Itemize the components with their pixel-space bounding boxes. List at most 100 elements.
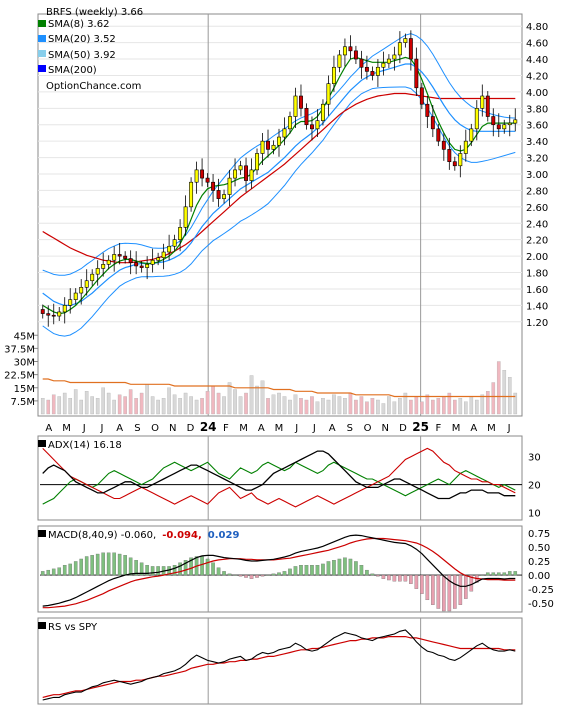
x-tick-label: M [487,423,496,434]
macd-histogram-bar [51,568,56,576]
macd-histogram-bar [491,572,496,576]
price-tick-label: 2.40 [526,219,548,230]
candle-body [249,169,254,181]
volume-bar [431,399,435,415]
volume-bar [156,399,160,415]
volume-bar [62,392,67,415]
volume-bar [282,396,287,415]
candle-body [68,299,73,306]
candle-body [62,305,67,313]
macd-tick-label: 0.50 [528,543,550,554]
candle-body [441,140,446,150]
macd-histogram-bar [106,552,111,576]
legend-sma8: SMA(8) 3.62 [48,19,109,30]
candle-body [79,287,84,294]
macd-histogram-bar [233,574,237,576]
macd-histogram-bar [255,574,259,578]
macd-histogram-bar [365,569,369,576]
volume-bar [178,398,182,415]
x-tick-label: A [470,423,477,434]
volume-average-line [42,378,516,398]
candle-body [310,124,314,130]
price-tick-label: 1.60 [526,285,548,296]
candle-body [469,128,474,142]
volume-bar [260,380,265,415]
macd-line [42,534,516,607]
volume-bar [167,387,171,415]
adx-tick-label: 10 [528,508,541,519]
legend-swatch-sma50 [38,50,46,57]
candle-body [315,120,320,130]
candle-body [266,140,270,150]
x-tick-label: F [223,423,229,434]
x-tick-label: J [507,423,511,434]
candle-body [425,103,430,117]
volume-layer [40,361,518,415]
macd-histogram-bar [46,569,51,576]
price-tick-label: 2.00 [526,252,548,263]
volume-bar [332,394,336,415]
macd-histogram-bar [381,574,386,579]
macd-histogram-bar [123,555,127,576]
volume-bar [425,394,430,415]
volume-bar [420,401,424,415]
macd-histogram-bar [496,572,501,576]
macd-signal-line [42,537,516,609]
volume-bar [299,398,303,415]
volume-bar [480,394,485,415]
volume-bar [266,398,270,415]
macd-histogram-bar [447,574,452,612]
volume-bar [464,401,468,415]
candle-body [474,108,479,130]
macd-histogram-bar [321,563,325,576]
candle-body [167,245,172,253]
volume-bar [271,394,276,415]
candle-body [496,124,501,130]
volume-bar [95,398,100,415]
volume-bar [337,396,342,415]
adx-line [42,450,516,500]
macd-histogram-bar [370,573,375,576]
macd-histogram-bar [271,573,276,576]
price-layer [40,30,518,337]
price-tick-label: 1.20 [526,318,548,329]
candle-body [211,181,216,191]
volume-bar [51,394,56,415]
macd-histogram-bar [178,562,182,576]
volume-bar [84,391,89,415]
volume-tick-label: 15M [14,384,35,395]
volume-bar [414,396,419,415]
volume-bar [310,396,314,415]
volume-bar [73,389,78,415]
candle-body [507,122,512,126]
macd-histogram-bar [79,558,84,576]
volume-bar [485,391,490,415]
candle-body [255,153,259,171]
volume-bar [354,399,358,415]
volume-bar [106,392,111,415]
x-tick-label: J [82,423,86,434]
macd-histogram-bar [150,566,155,576]
candle-body [233,169,237,179]
volume-bar [370,398,375,415]
bollinger-lower-line [42,86,516,337]
candle-body [123,255,128,259]
volume-bar [469,396,474,415]
macd-histogram-bar [337,558,342,576]
volume-bar [238,396,243,415]
macd-histogram-bar [73,561,78,576]
rs-title: RS vs SPY [48,622,98,633]
grid [38,14,522,704]
macd-histogram-bar [343,557,347,576]
macd-histogram-bar [436,574,441,609]
macd-histogram-bar [425,574,430,601]
candle-body [293,95,298,117]
volume-bar [90,396,94,415]
candle-body [117,254,122,257]
adx-minus-di-line [42,447,516,508]
chart-title: BRFS (weekly) 3.66 [46,7,143,18]
volume-bar [134,398,138,415]
candle-body [238,165,243,171]
price-tick-label: 3.20 [526,154,548,165]
volume-bar [216,392,221,415]
